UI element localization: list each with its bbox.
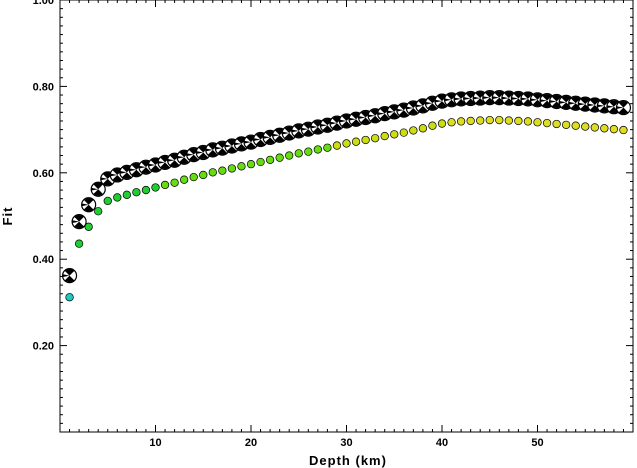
fit-dot xyxy=(409,126,418,135)
fit-dot xyxy=(437,119,447,128)
fit-dot xyxy=(342,139,351,148)
fit-dot xyxy=(619,125,628,135)
fit-dot xyxy=(237,162,246,171)
fit-dot xyxy=(552,119,561,129)
fit-dot xyxy=(418,124,428,133)
fit-dot xyxy=(571,121,580,130)
fit-dot xyxy=(227,164,237,173)
x-tick-label: 30 xyxy=(340,437,352,449)
fit-dot xyxy=(447,118,456,127)
axis-ticks: 10 20 30 40 50 0.20 0.40 0.60 0.80 1.00 xyxy=(33,0,633,449)
fit-dot xyxy=(323,143,332,152)
fit-dot xyxy=(313,145,323,154)
fit-dot xyxy=(246,160,256,169)
y-tick-label: 0.20 xyxy=(33,341,54,353)
fit-dot xyxy=(189,172,198,182)
fit-dot xyxy=(600,124,609,133)
x-tick-label: 40 xyxy=(436,437,448,449)
fit-dot xyxy=(351,137,361,146)
solution-marker xyxy=(61,268,78,284)
solution-marker xyxy=(252,131,269,148)
x-tick-label: 50 xyxy=(531,437,543,449)
fit-dot xyxy=(285,151,294,160)
y-tick-label: 0.80 xyxy=(33,81,54,93)
fit-dot xyxy=(590,123,599,132)
solution-marker xyxy=(81,197,97,213)
y-tick-label: 1.00 xyxy=(33,0,54,7)
fit-dot xyxy=(542,118,552,128)
plot-frame xyxy=(59,0,634,433)
fit-dot xyxy=(74,239,84,248)
fit-dot xyxy=(65,293,74,302)
fit-dot xyxy=(103,196,112,206)
fit-dot xyxy=(456,117,466,126)
fit-dot xyxy=(294,149,303,158)
fit-dot xyxy=(265,155,275,164)
fit-dot xyxy=(218,166,227,175)
fit-dot xyxy=(371,134,380,143)
fit-dot xyxy=(113,193,122,202)
fit-dot xyxy=(399,128,408,137)
data-points xyxy=(61,90,632,302)
fit-dot xyxy=(609,125,619,134)
fit-dot xyxy=(466,116,475,126)
fit-dot xyxy=(199,170,208,180)
x-tick-label: 10 xyxy=(149,437,161,449)
fit-dot xyxy=(332,141,342,150)
fit-dot xyxy=(94,207,103,216)
fit-dot xyxy=(428,121,437,130)
y-axis-label: Fit xyxy=(0,207,15,226)
fit-dot xyxy=(581,122,590,131)
fit-dot xyxy=(390,130,399,139)
fit-dot xyxy=(160,180,170,190)
x-axis-label: Depth (km) xyxy=(309,453,387,468)
fit-dot xyxy=(151,183,160,192)
solution-marker xyxy=(615,99,632,116)
fit-dot xyxy=(504,116,514,125)
fit-dot xyxy=(256,157,265,167)
x-tick-label: 20 xyxy=(245,437,257,449)
y-tick-label: 0.60 xyxy=(33,168,54,180)
fit-dot xyxy=(476,116,485,125)
fit-dot xyxy=(179,175,189,184)
fit-dot xyxy=(523,117,533,126)
fit-dot xyxy=(304,147,313,156)
fit-dot xyxy=(122,190,131,199)
solution-marker xyxy=(90,181,106,197)
fit-dot xyxy=(485,115,494,125)
fit-dot xyxy=(495,115,504,125)
fit-dot xyxy=(132,188,141,197)
fit-dot xyxy=(380,131,389,141)
solution-marker xyxy=(71,214,87,230)
fit-dot xyxy=(514,116,523,126)
fit-dot xyxy=(275,153,284,162)
fit-dot xyxy=(361,135,370,145)
fit-dot xyxy=(84,222,93,231)
fit-dot xyxy=(170,178,179,187)
fit-dot xyxy=(533,118,542,127)
fit-dot xyxy=(208,168,217,177)
fit-dot xyxy=(141,185,151,195)
fit-dot xyxy=(562,120,571,129)
y-tick-label: 0.40 xyxy=(33,254,54,266)
